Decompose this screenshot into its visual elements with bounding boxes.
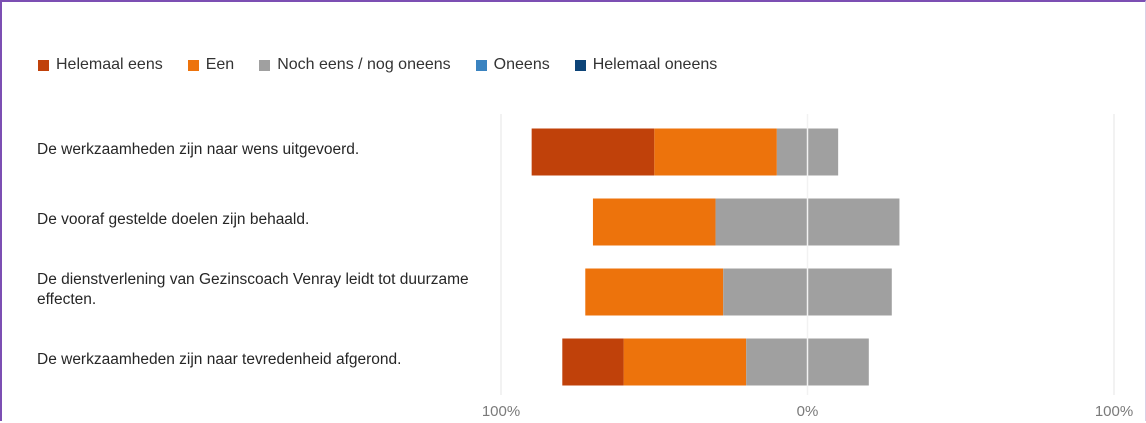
chart-legend: Helemaal eens Een Noch eens / nog oneens On…: [38, 54, 742, 76]
legend-label: Noch eens / nog oneens: [277, 56, 451, 73]
x-tick-label: 0%: [797, 403, 819, 420]
legend-swatch: [38, 59, 49, 71]
bar-segment[interactable]: [592, 198, 716, 246]
legend-swatch: [475, 59, 487, 71]
legend-label: Een: [205, 56, 235, 73]
legend-label: Helemaal eens: [56, 56, 163, 73]
category-label: De dienstverlening van Gezinscoach Venra…: [37, 271, 469, 308]
x-tick-label: 100%: [1095, 403, 1133, 420]
category-label: De vooraf gestelde doelen zijn behaald.: [37, 211, 310, 228]
bar-segment[interactable]: [654, 128, 777, 176]
x-tick-label: 100%: [482, 403, 520, 420]
legend-item-4[interactable]: Helemaal oneens: [574, 56, 718, 74]
legend-label: Helemaal oneens: [592, 56, 718, 73]
legend-label: Oneens: [493, 56, 550, 73]
legend-item-0[interactable]: Helemaal eens: [38, 56, 163, 74]
bar-segment[interactable]: [562, 338, 624, 386]
legend-swatch: [259, 59, 271, 71]
bar-segment[interactable]: [623, 338, 747, 386]
legend-swatch: [574, 59, 586, 71]
legend-item-1[interactable]: Een: [187, 56, 235, 74]
legend-swatch: [187, 59, 199, 71]
category-label: De werkzaamheden zijn naar tevredenheid …: [37, 351, 402, 368]
legend-item-3[interactable]: Oneens: [475, 56, 550, 74]
bar-segment[interactable]: [585, 268, 724, 316]
bar-segment[interactable]: [531, 128, 655, 176]
category-label: De werkzaamheden zijn naar wens uitgevoe…: [37, 141, 360, 158]
legend-item-2[interactable]: Noch eens / nog oneens: [259, 56, 451, 74]
